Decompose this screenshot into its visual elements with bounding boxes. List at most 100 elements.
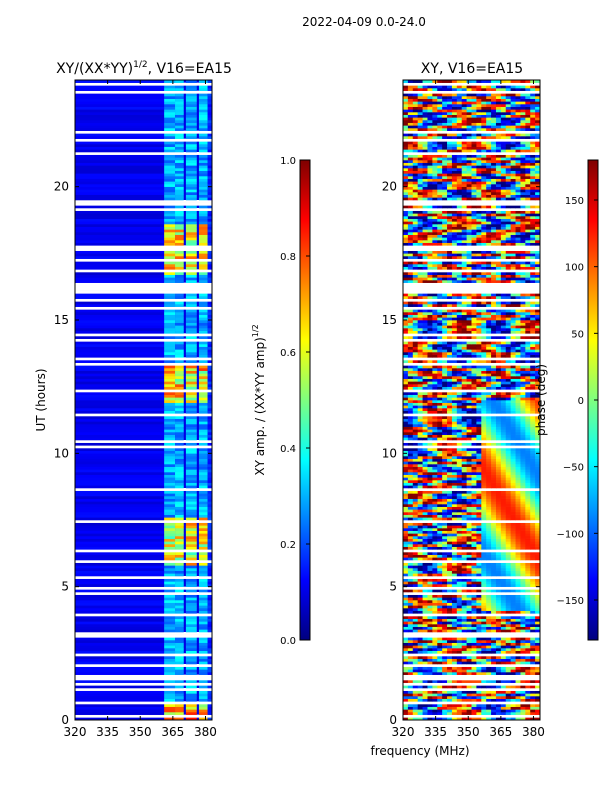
phase-cell — [432, 515, 437, 518]
phase-cell — [418, 416, 423, 419]
phase-cell — [467, 381, 472, 384]
phase-cell — [408, 656, 413, 659]
phase-cell — [530, 309, 535, 312]
amplitude-band-cell — [199, 645, 208, 648]
amplitude-row — [75, 115, 164, 118]
phase-cell — [476, 392, 481, 395]
amplitude-row-edge — [208, 133, 212, 136]
amplitude-row — [75, 680, 164, 683]
phase-cell — [496, 691, 501, 694]
phase-cell — [481, 427, 486, 430]
phase-cell — [432, 504, 437, 507]
phase-cell — [418, 387, 423, 390]
phase-cell — [418, 411, 423, 414]
phase-cell — [520, 523, 525, 526]
phase-cell — [447, 699, 452, 702]
amplitude-row-edge — [208, 528, 212, 531]
amplitude-band-cell — [199, 499, 208, 502]
amplitude-row-edge — [208, 603, 212, 606]
phase-cell — [408, 443, 413, 446]
phase-gap-row — [403, 688, 540, 691]
phase-cell — [413, 403, 418, 406]
amplitude-band-cell — [175, 643, 184, 646]
phase-cell — [467, 624, 472, 627]
amplitude-row-edge — [208, 192, 212, 195]
phase-cell — [496, 640, 501, 643]
phase-cell — [467, 421, 472, 424]
phase-cell — [442, 499, 447, 502]
amplitude-band-cell — [164, 504, 175, 507]
phase-cell — [496, 616, 501, 619]
phase-cell — [418, 528, 423, 531]
amplitude-band-cell — [164, 205, 175, 208]
phase-cell — [442, 349, 447, 352]
phase-cell — [403, 405, 408, 408]
phase-cell — [476, 656, 481, 659]
phase-cell — [423, 381, 428, 384]
phase-cell — [403, 595, 408, 598]
phase-cell — [472, 496, 477, 499]
amplitude-band-cell — [199, 267, 208, 270]
phase-cell — [432, 699, 437, 702]
phase-cell — [427, 475, 432, 478]
phase-cell — [437, 539, 442, 542]
phase-cell — [467, 501, 472, 504]
phase-cell — [447, 600, 452, 603]
phase-cell — [516, 539, 521, 542]
phase-cell — [501, 603, 506, 606]
amplitude-band-cell — [175, 368, 184, 371]
phase-cell — [501, 483, 506, 486]
phase-cell — [486, 411, 491, 414]
phase-cell — [530, 448, 535, 451]
phase-cell — [506, 320, 511, 323]
phase-cell — [501, 373, 506, 376]
phase-cell — [496, 509, 501, 512]
phase-gap-row — [403, 520, 540, 523]
phase-cell — [467, 651, 472, 654]
phase-cell — [525, 381, 530, 384]
amplitude-band-cell — [186, 237, 197, 240]
phase-cell — [525, 341, 530, 344]
phase-cell — [486, 387, 491, 390]
amplitude-band-cell — [186, 451, 197, 454]
phase-cell — [491, 515, 496, 518]
phase-cell — [520, 325, 525, 328]
phase-cell — [462, 611, 467, 614]
phase-cell — [462, 328, 467, 331]
phase-cell — [413, 672, 418, 675]
amplitude-row-edge — [208, 501, 212, 504]
phase-cell — [516, 621, 521, 624]
phase-cell — [472, 387, 477, 390]
phase-cell — [506, 565, 511, 568]
phase-cell — [462, 544, 467, 547]
amplitude-band-cell — [175, 93, 184, 96]
phase-cell — [496, 541, 501, 544]
phase-cell — [491, 544, 496, 547]
phase-cell — [481, 608, 486, 611]
phase-cell — [413, 709, 418, 712]
amplitude-band-cell — [175, 459, 184, 462]
phase-cell — [418, 419, 423, 422]
phase-cell — [432, 403, 437, 406]
phase-cell — [511, 565, 516, 568]
amplitude-band-cell — [199, 600, 208, 603]
phase-cell — [408, 293, 413, 296]
phase-cell — [452, 411, 457, 414]
phase-cell — [427, 691, 432, 694]
phase-cell — [486, 317, 491, 320]
phase-cell — [418, 437, 423, 440]
phase-cell — [491, 600, 496, 603]
amplitude-band-cell — [164, 707, 175, 710]
phase-cell — [491, 432, 496, 435]
amplitude-band-cell — [199, 317, 208, 320]
phase-cell — [427, 437, 432, 440]
phase-cell — [481, 448, 486, 451]
phase-cell — [403, 552, 408, 555]
phase-cell — [462, 403, 467, 406]
phase-cell — [452, 483, 457, 486]
phase-cell — [442, 557, 447, 560]
phase-cell — [442, 328, 447, 331]
amplitude-band-cell — [164, 296, 175, 299]
phase-cell — [472, 459, 477, 462]
amplitude-band-cell — [175, 525, 184, 528]
